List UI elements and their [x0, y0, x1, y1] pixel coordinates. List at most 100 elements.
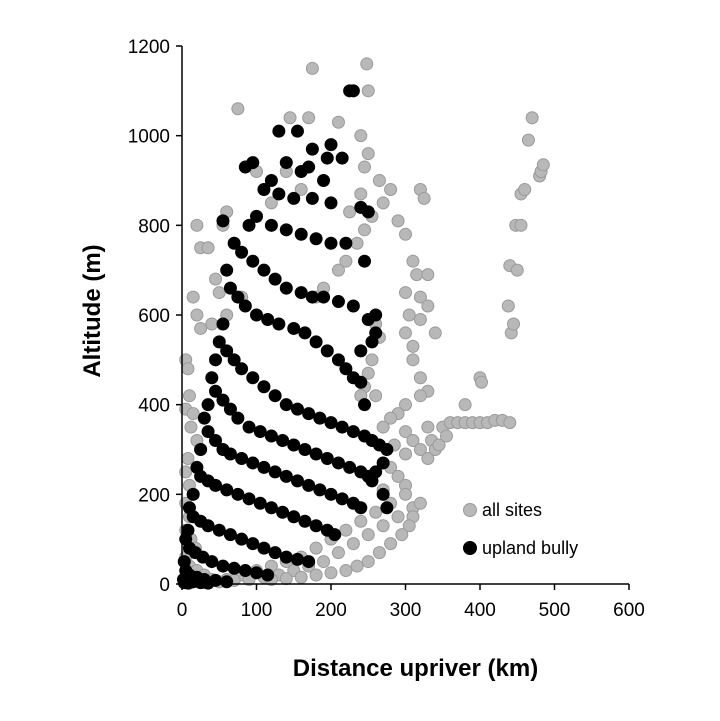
data-point-upland-bully	[290, 474, 304, 488]
data-point-all-sites	[354, 514, 368, 528]
data-point-all-sites	[428, 326, 442, 340]
data-point-upland-bully	[302, 555, 316, 569]
data-point-all-sites	[421, 268, 435, 282]
x-tick-label: 200	[315, 600, 347, 621]
data-point-all-sites	[279, 572, 293, 586]
data-point-upland-bully	[194, 443, 208, 456]
data-point-upland-bully	[220, 575, 234, 589]
data-point-upland-bully	[294, 286, 308, 300]
data-point-upland-bully	[209, 434, 223, 448]
data-point-all-sites	[194, 321, 208, 335]
data-point-all-sites	[339, 564, 353, 578]
data-point-all-sites	[182, 389, 196, 403]
data-point-upland-bully	[279, 223, 293, 237]
data-point-upland-bully	[305, 142, 319, 156]
y-tick-label: 1200	[128, 37, 170, 58]
data-point-all-sites	[439, 429, 453, 443]
data-point-upland-bully	[212, 523, 226, 537]
data-point-all-sites	[432, 438, 446, 452]
data-point-all-sites	[283, 111, 297, 125]
data-point-all-sites	[201, 241, 215, 255]
data-point-upland-bully	[220, 483, 234, 497]
data-point-upland-bully	[231, 411, 245, 425]
data-point-upland-bully	[309, 447, 323, 461]
data-point-all-sites	[186, 290, 200, 304]
data-point-upland-bully	[201, 576, 215, 590]
data-point-upland-bully	[223, 402, 237, 416]
data-point-upland-bully	[309, 519, 323, 533]
data-point-all-sites	[339, 254, 353, 268]
data-point-upland-bully	[216, 559, 230, 573]
data-point-upland-bully	[317, 290, 331, 304]
data-point-all-sites	[186, 407, 200, 421]
data-point-upland-bully	[279, 469, 293, 483]
data-point-all-sites	[354, 187, 368, 201]
data-point-all-sites	[231, 102, 245, 116]
data-point-all-sites	[361, 147, 375, 161]
data-point-upland-bully	[268, 389, 282, 403]
data-point-all-sites	[294, 182, 308, 196]
x-tick-label: 100	[241, 600, 273, 621]
data-point-upland-bully	[279, 281, 293, 295]
data-point-upland-bully	[250, 209, 263, 223]
data-point-upland-bully	[246, 537, 260, 551]
data-point-all-sites	[417, 191, 431, 205]
data-point-upland-bully	[223, 528, 237, 542]
data-point-all-sites	[317, 555, 331, 569]
data-point-upland-bully	[257, 541, 271, 555]
data-point-all-sites	[421, 299, 435, 313]
data-point-upland-bully	[220, 263, 234, 277]
data-point-all-sites	[346, 537, 360, 551]
data-point-upland-bully	[328, 528, 342, 542]
data-point-all-sites	[399, 487, 412, 501]
legend-marker-all-sites	[463, 503, 477, 517]
data-point-all-sites	[212, 286, 226, 300]
data-point-upland-bully	[186, 487, 200, 501]
data-point-upland-bully	[324, 138, 338, 152]
data-point-upland-bully	[264, 174, 278, 187]
series-all-sites	[179, 57, 550, 590]
data-point-all-sites	[369, 389, 383, 403]
data-point-all-sites	[421, 451, 435, 465]
data-point-upland-bully	[201, 425, 215, 439]
x-tick-label: 0	[177, 600, 188, 621]
data-point-upland-bully	[331, 295, 345, 309]
data-point-all-sites	[413, 371, 427, 385]
data-point-all-sites	[205, 317, 219, 331]
data-point-upland-bully	[313, 411, 327, 425]
data-point-upland-bully	[276, 505, 290, 519]
data-point-upland-bully	[305, 191, 319, 205]
data-point-all-sites	[309, 541, 323, 555]
data-point-all-sites	[264, 196, 278, 210]
data-point-upland-bully	[235, 451, 249, 465]
data-point-upland-bully	[298, 514, 312, 528]
data-point-all-sites	[181, 362, 195, 376]
data-point-all-sites	[331, 546, 345, 560]
data-point-all-sites	[399, 447, 412, 461]
data-point-upland-bully	[305, 290, 319, 304]
data-point-upland-bully	[250, 566, 263, 580]
data-point-upland-bully	[294, 227, 308, 241]
data-point-upland-bully	[331, 456, 345, 470]
data-point-upland-bully	[317, 174, 331, 187]
data-point-all-sites	[507, 317, 521, 331]
data-point-all-sites	[384, 411, 398, 425]
data-point-upland-bully	[220, 344, 234, 358]
data-point-all-sites	[503, 416, 517, 430]
data-point-upland-bully	[264, 501, 278, 515]
data-point-all-sites	[209, 272, 223, 286]
data-point-upland-bully	[268, 465, 282, 479]
data-point-all-sites	[395, 528, 409, 542]
data-point-upland-bully	[261, 568, 275, 582]
data-point-all-sites	[190, 308, 204, 322]
data-point-all-sites	[358, 223, 372, 237]
data-point-upland-bully	[380, 443, 394, 456]
data-point-upland-bully	[223, 281, 237, 295]
data-point-upland-bully	[335, 420, 349, 434]
data-point-upland-bully	[324, 196, 338, 210]
y-tick-label: 400	[138, 396, 170, 417]
x-tick-label: 600	[613, 600, 645, 621]
series-upland-bully	[176, 84, 394, 590]
data-point-all-sites	[369, 505, 383, 519]
data-point-all-sites	[458, 398, 472, 412]
